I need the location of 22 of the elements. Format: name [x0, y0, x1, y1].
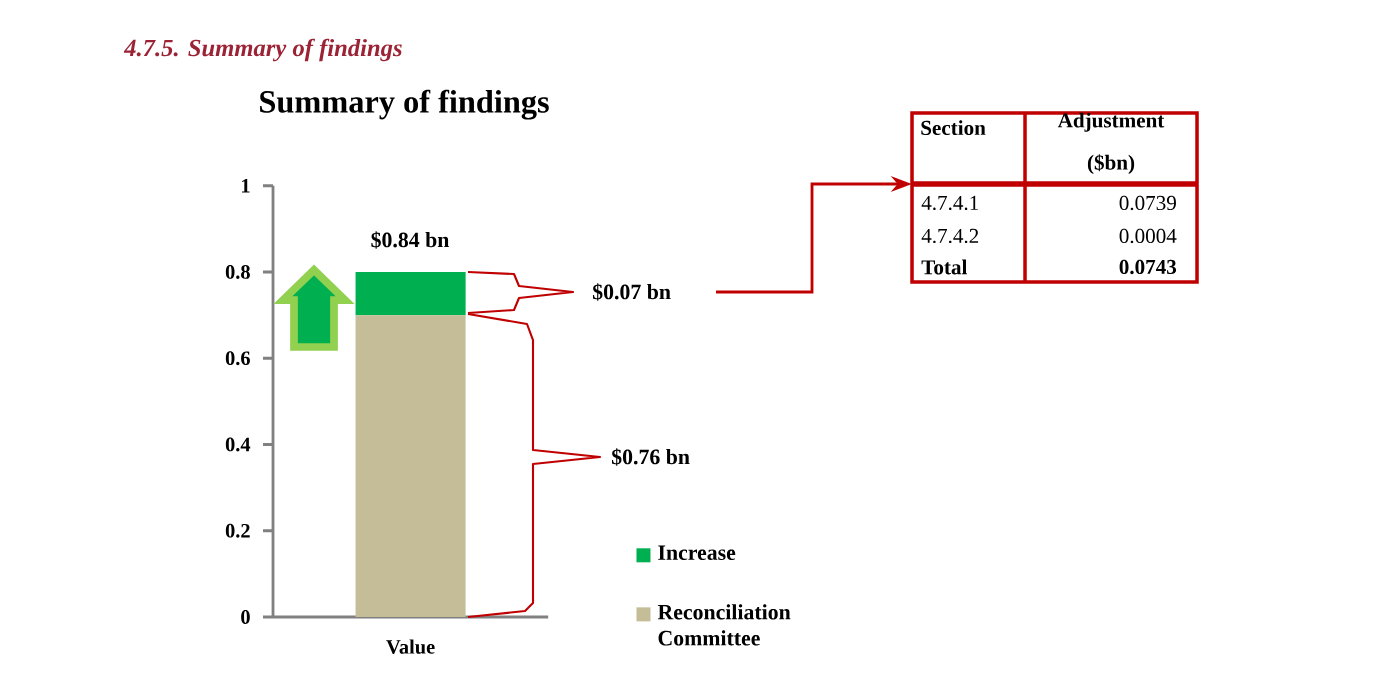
legend-label: Increase: [658, 545, 736, 561]
y-tick-label: 0: [241, 610, 250, 624]
y-tick-label: 0.2: [225, 523, 250, 538]
y-tick-label: 0.8: [225, 265, 250, 279]
text: 0.0743: [1119, 259, 1177, 275]
text: 4.7.4.2: [921, 228, 979, 244]
text: Adjustment ($bn): [1057, 112, 1165, 175]
x-tick-label: Value: [386, 639, 435, 654]
text: Section: [921, 120, 986, 136]
text: Total: [921, 259, 968, 275]
y-tick-label: 0.6: [225, 351, 250, 366]
text: $0.76 bn: [612, 448, 690, 466]
text: 4.7.5. Summary of findings: [123, 38, 402, 62]
y-tick-label: 0.4: [225, 437, 251, 452]
text: 0.0004: [1119, 228, 1177, 244]
y-tick-label: 1: [242, 179, 250, 193]
legend-label: Reconciliation Committee: [657, 604, 791, 646]
text: 4.7.4.1: [921, 195, 978, 211]
text: 0.0739: [1119, 195, 1176, 211]
annotation: $0.84 bn: [371, 231, 450, 249]
text: $0.07 bn: [593, 283, 671, 301]
chart-title: Summary of findings: [260, 89, 549, 120]
